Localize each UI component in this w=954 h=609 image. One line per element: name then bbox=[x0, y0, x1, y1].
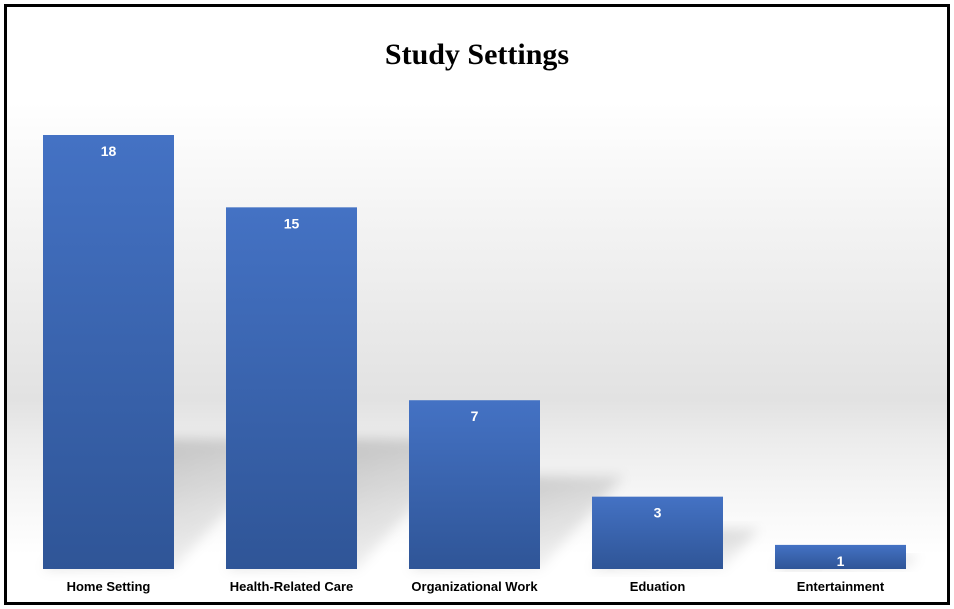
category-label: Entertainment bbox=[797, 579, 885, 594]
data-labels-group: 18 15 7 3 1 bbox=[101, 143, 845, 569]
category-labels-group: Home Setting Health-Related Care Organizat… bbox=[67, 579, 885, 594]
data-label: 15 bbox=[284, 215, 300, 231]
data-label: 3 bbox=[654, 505, 662, 521]
category-label: Health-Related Care bbox=[230, 579, 354, 594]
chart-title: Study Settings bbox=[385, 38, 569, 71]
bar bbox=[775, 544, 906, 569]
bar bbox=[409, 400, 540, 569]
category-label: Eduation bbox=[630, 579, 686, 594]
category-label: Home Setting bbox=[67, 579, 151, 594]
data-label: 7 bbox=[471, 408, 479, 424]
category-label: Organizational Work bbox=[411, 579, 538, 594]
bar bbox=[43, 135, 174, 569]
bars-group bbox=[43, 135, 906, 570]
bar bbox=[226, 207, 357, 570]
chart-frame: Study Settings 18 15 7 3 1 Home Setting Healt… bbox=[4, 4, 950, 605]
bar bbox=[592, 496, 723, 569]
data-label: 18 bbox=[101, 143, 117, 159]
bar-chart: Study Settings 18 15 7 3 1 Home Setting Healt… bbox=[43, 38, 918, 594]
data-label: 1 bbox=[837, 553, 845, 569]
